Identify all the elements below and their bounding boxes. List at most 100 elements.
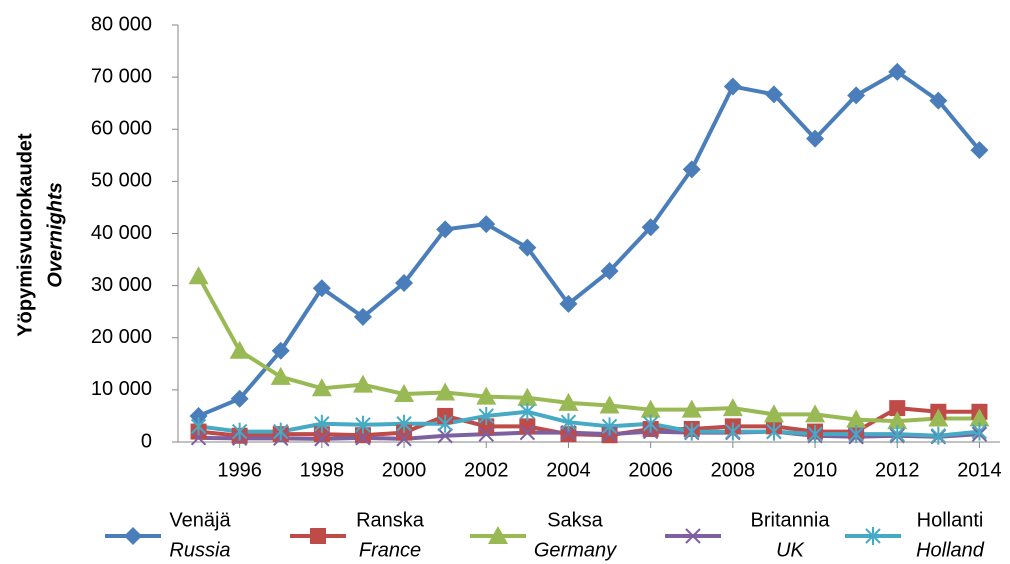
marker xyxy=(488,526,508,544)
x-tick-label: 2004 xyxy=(546,459,591,481)
marker xyxy=(273,422,289,441)
marker xyxy=(394,384,415,403)
x-tick-label: 2012 xyxy=(875,459,920,481)
marker xyxy=(353,307,372,326)
marker xyxy=(190,430,207,446)
legend-sublabel: Russia xyxy=(169,539,230,561)
marker xyxy=(558,392,579,411)
x-tick-label: 2000 xyxy=(382,459,427,481)
marker xyxy=(355,430,371,446)
series-line xyxy=(197,69,981,418)
x-tick-label: 2006 xyxy=(628,459,673,481)
marker xyxy=(887,411,908,430)
y-axis-label-sub: Overnights xyxy=(44,182,66,288)
legend-label: Venäjä xyxy=(169,509,231,531)
x-tick-label: 2002 xyxy=(464,459,509,481)
marker xyxy=(230,389,249,408)
marker xyxy=(352,374,373,393)
marker xyxy=(642,414,659,433)
marker xyxy=(929,91,948,110)
marker xyxy=(437,414,453,433)
legend-label: Britannia xyxy=(751,509,831,531)
series-markers xyxy=(190,402,988,445)
legend-sublabel: UK xyxy=(776,539,805,561)
legend-label: Hollanti xyxy=(917,509,984,531)
marker xyxy=(599,395,620,414)
y-tick-label: 40 000 xyxy=(91,222,152,244)
marker xyxy=(684,422,700,441)
marker xyxy=(271,341,290,360)
marker xyxy=(763,404,784,423)
marker xyxy=(396,431,412,447)
y-tick-label: 80 000 xyxy=(91,13,152,35)
marker xyxy=(723,77,742,96)
marker xyxy=(519,418,536,435)
marker xyxy=(888,62,907,81)
marker xyxy=(930,426,947,445)
legend-label: Ranska xyxy=(356,509,425,531)
legend-sublabel: France xyxy=(359,539,421,561)
marker xyxy=(437,428,453,444)
marker xyxy=(312,279,331,298)
marker xyxy=(807,425,823,444)
marker xyxy=(188,266,209,285)
marker xyxy=(766,422,782,441)
x-tick-label: 1998 xyxy=(300,459,345,481)
marker xyxy=(848,425,864,444)
marker xyxy=(685,528,701,544)
marker xyxy=(969,408,990,427)
marker xyxy=(395,274,414,293)
y-tick-label: 20 000 xyxy=(91,326,152,348)
marker xyxy=(600,262,619,281)
marker xyxy=(270,366,291,385)
marker xyxy=(722,398,743,417)
marker xyxy=(313,426,330,443)
marker xyxy=(311,378,332,397)
marker xyxy=(519,424,536,441)
marker xyxy=(601,417,618,436)
marker xyxy=(231,422,248,441)
marker xyxy=(971,422,988,441)
y-tick-label: 70 000 xyxy=(91,65,152,87)
marker xyxy=(314,414,330,433)
x-tick-label: 2008 xyxy=(711,459,756,481)
marker xyxy=(190,417,207,436)
series-markers xyxy=(189,62,989,425)
legend-sublabel: Holland xyxy=(916,539,985,561)
legend-label: Saksa xyxy=(547,509,603,531)
marker xyxy=(310,528,326,544)
y-tick-label: 30 000 xyxy=(91,274,152,296)
marker xyxy=(559,294,578,313)
marker xyxy=(314,431,330,447)
marker xyxy=(889,400,906,417)
marker xyxy=(928,408,949,427)
marker xyxy=(847,86,866,105)
marker xyxy=(806,129,825,148)
x-tick-label: 2010 xyxy=(793,459,838,481)
legend-sublabel: Germany xyxy=(534,539,617,561)
marker xyxy=(229,340,250,359)
marker xyxy=(436,220,455,239)
marker xyxy=(354,427,371,444)
marker xyxy=(517,387,538,406)
marker xyxy=(124,527,142,545)
marker xyxy=(889,425,905,444)
marker xyxy=(805,404,826,423)
marker xyxy=(518,238,537,257)
marker xyxy=(478,426,494,442)
marker xyxy=(355,415,371,434)
marker xyxy=(865,527,881,545)
marker xyxy=(560,426,577,443)
marker xyxy=(970,141,989,160)
marker xyxy=(641,218,660,237)
marker xyxy=(682,160,701,179)
y-tick-label: 50 000 xyxy=(91,170,152,192)
y-tick-label: 0 xyxy=(141,430,152,452)
x-tick-label: 1996 xyxy=(217,459,262,481)
marker xyxy=(478,406,494,425)
marker xyxy=(764,85,783,104)
series-markers xyxy=(188,266,990,430)
marker xyxy=(435,382,456,401)
marker xyxy=(681,399,702,418)
marker xyxy=(396,414,412,433)
